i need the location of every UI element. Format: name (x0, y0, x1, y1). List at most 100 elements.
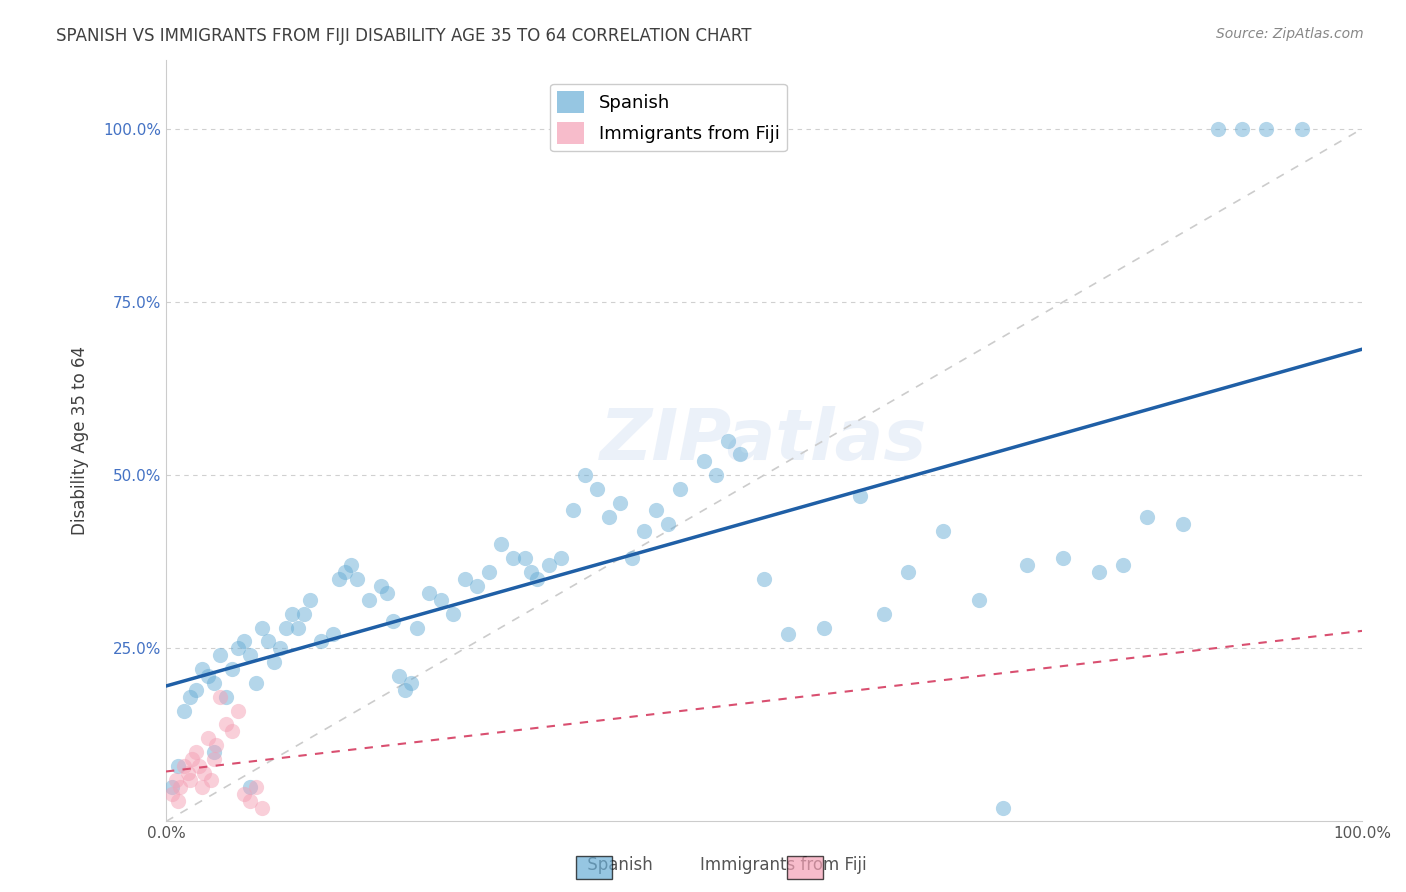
Text: 0.481: 0.481 (609, 130, 665, 149)
Point (335, 565, 357, 579)
Point (382, 614, 405, 628)
Point (197, 731, 219, 746)
Point (205, 739, 228, 753)
Point (430, 592, 453, 607)
Point (269, 641, 291, 656)
Point (399, 676, 422, 690)
Point (250, 621, 273, 635)
Point (221, 724, 243, 739)
Point (441, 607, 464, 621)
Point (184, 682, 207, 697)
Point (226, 641, 249, 656)
Y-axis label: Disability Age 35 to 64: Disability Age 35 to 64 (72, 346, 89, 535)
Point (813, 621, 835, 635)
Point (340, 558, 363, 573)
Point (263, 655, 285, 669)
Point (184, 745, 207, 759)
Point (1136, 509, 1159, 524)
Point (191, 662, 214, 676)
Point (328, 572, 350, 586)
Point (215, 690, 238, 704)
Text: 24: 24 (748, 130, 773, 149)
Text: R =: R = (567, 100, 606, 118)
Point (193, 766, 215, 780)
Point (176, 766, 198, 780)
Point (181, 752, 204, 766)
Point (232, 787, 254, 801)
Legend: Spanish, Immigrants from Fiji: Spanish, Immigrants from Fiji (550, 84, 787, 152)
Point (346, 572, 368, 586)
Point (967, 592, 990, 607)
Point (669, 482, 692, 496)
Point (160, 787, 183, 801)
Point (1171, 516, 1194, 531)
Point (1291, 121, 1313, 136)
Point (292, 607, 315, 621)
Point (526, 572, 548, 586)
Point (274, 621, 297, 635)
Text: Spanish         Immigrants from Fiji: Spanish Immigrants from Fiji (540, 856, 866, 874)
Point (280, 607, 302, 621)
Point (394, 682, 416, 697)
Point (322, 627, 344, 641)
Point (728, 447, 751, 461)
Point (388, 669, 411, 683)
Point (1088, 565, 1111, 579)
Text: N =: N = (710, 130, 751, 149)
Point (621, 551, 644, 566)
Point (598, 509, 620, 524)
Point (574, 468, 596, 483)
Point (245, 676, 267, 690)
Point (165, 772, 187, 787)
Point (173, 759, 195, 773)
Point (585, 482, 607, 496)
Point (993, 800, 1015, 814)
Point (752, 572, 775, 586)
Point (1208, 121, 1230, 136)
Point (169, 780, 191, 794)
Point (537, 558, 560, 573)
Point (208, 690, 231, 704)
Point (717, 434, 740, 448)
Point (359, 592, 381, 607)
Point (208, 648, 231, 663)
Text: ZIPatlas: ZIPatlas (600, 406, 928, 475)
Point (513, 551, 536, 566)
Text: Source: ZipAtlas.com: Source: ZipAtlas.com (1216, 27, 1364, 41)
Point (221, 662, 243, 676)
Point (502, 551, 524, 566)
Point (489, 537, 512, 551)
Point (287, 621, 309, 635)
Point (311, 634, 333, 648)
Point (1256, 121, 1278, 136)
Point (550, 551, 572, 566)
Point (202, 745, 225, 759)
Point (872, 607, 894, 621)
Point (693, 454, 716, 468)
Point (160, 780, 183, 794)
Point (645, 503, 668, 517)
Point (465, 579, 488, 593)
Point (239, 794, 262, 808)
Point (202, 676, 225, 690)
Point (633, 524, 655, 538)
Point (776, 627, 799, 641)
Point (250, 800, 273, 814)
Point (1017, 558, 1039, 573)
Point (1052, 551, 1074, 566)
Text: SPANISH VS IMMIGRANTS FROM FIJI DISABILITY AGE 35 TO 64 CORRELATION CHART: SPANISH VS IMMIGRANTS FROM FIJI DISABILI… (56, 27, 752, 45)
Point (239, 780, 262, 794)
Point (197, 669, 219, 683)
Point (256, 634, 278, 648)
Point (232, 634, 254, 648)
Text: R =: R = (567, 130, 606, 149)
Point (375, 586, 398, 600)
Point (932, 524, 955, 538)
Point (200, 772, 222, 787)
Point (1112, 558, 1135, 573)
Text: 0.657: 0.657 (609, 100, 665, 118)
Point (454, 572, 477, 586)
Point (173, 704, 195, 718)
Point (520, 565, 543, 579)
Point (848, 489, 870, 503)
